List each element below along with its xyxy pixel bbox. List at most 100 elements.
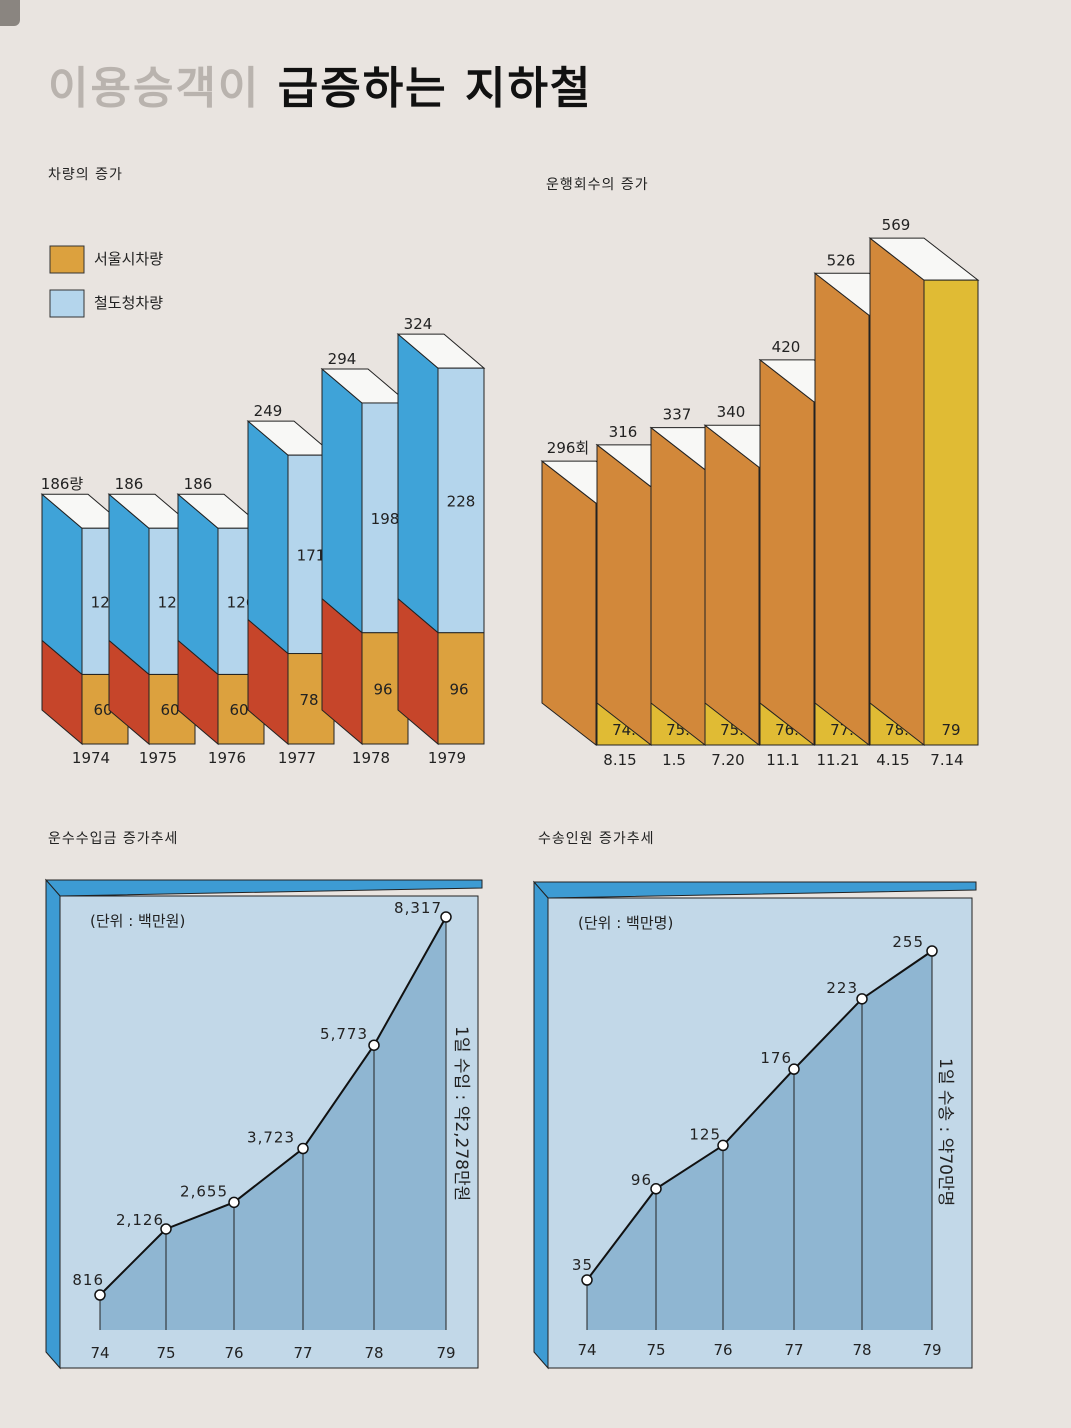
data-value-label: 5,773 <box>320 1025 368 1043</box>
seoul-value-label: 60 <box>229 701 248 719</box>
bar-front-seoul <box>437 632 485 745</box>
trip-value-label: 569 <box>882 216 911 234</box>
area-fill <box>100 917 446 1330</box>
data-value-label: 35 <box>572 1256 593 1274</box>
x-tick-label: 75 <box>156 1344 175 1362</box>
data-point <box>160 1223 172 1235</box>
area-fill <box>587 951 932 1330</box>
total-value-label: 186 <box>115 475 144 493</box>
trend-line <box>586 950 933 1281</box>
data-point <box>368 1039 380 1051</box>
date-tick-day: 11.1 <box>766 751 799 769</box>
year-tick-label: 1974 <box>72 749 110 767</box>
date-tick-year: 79 <box>941 721 960 739</box>
x-tick-label: 77 <box>784 1341 803 1359</box>
data-point <box>228 1196 240 1209</box>
data-point <box>581 1274 593 1286</box>
page-title: 이용승객이 급증하는 지하철 <box>48 52 592 116</box>
daily-note: 1일 수송 : 약70만명 <box>935 1058 955 1206</box>
x-tick-label: 78 <box>364 1344 383 1362</box>
x-tick-label: 74 <box>90 1344 109 1362</box>
x-tick-label: 74 <box>577 1341 596 1359</box>
bar-front-rail <box>437 367 485 634</box>
legend-swatch-rail <box>49 289 85 318</box>
data-point <box>440 911 452 923</box>
trip-value-label: 316 <box>609 423 638 441</box>
unit-label: (단위 : 백만원) <box>90 912 185 930</box>
date-tick-day: 4.15 <box>876 751 909 769</box>
data-point <box>926 945 938 957</box>
data-value-label: 2,655 <box>180 1182 228 1200</box>
data-value-label: 816 <box>72 1271 104 1289</box>
data-value-label: 223 <box>826 979 858 997</box>
data-point <box>788 1063 800 1075</box>
legend-label-rail: 철도청차량 <box>94 294 163 312</box>
rail-value-label: 198 <box>371 510 400 528</box>
year-tick-label: 1978 <box>352 749 390 767</box>
date-tick-day: 8.15 <box>603 751 636 769</box>
trip-value-label: 526 <box>827 251 856 269</box>
legend-swatch-seoul <box>49 245 85 274</box>
daily-note: 1일 수입 : 약2,278만원 <box>451 1026 471 1201</box>
data-value-label: 176 <box>760 1049 792 1067</box>
panel-top-edge <box>532 881 977 899</box>
data-value-label: 255 <box>892 933 924 951</box>
legend-label-seoul: 서울시차량 <box>94 250 163 268</box>
data-point <box>717 1139 729 1152</box>
rail-value-label: 171 <box>297 546 326 564</box>
data-value-label: 8,317 <box>394 899 442 917</box>
rail-value-label: 228 <box>447 492 476 510</box>
seoul-value-label: 96 <box>449 680 468 698</box>
data-point <box>856 993 868 1005</box>
trip-value-label: 296회 <box>547 439 589 457</box>
x-tick-label: 76 <box>713 1341 732 1359</box>
title-part2: 급증하는 지하철 <box>277 63 593 114</box>
trend-line <box>99 916 447 1296</box>
trip-value-label: 340 <box>717 403 746 421</box>
unit-label: (단위 : 백만명) <box>578 914 673 932</box>
chart1-title: 차량의 증가 <box>48 167 123 183</box>
year-tick-label: 1976 <box>208 749 246 767</box>
corner-mark <box>0 0 20 26</box>
total-value-label: 186 <box>184 475 213 493</box>
x-tick-label: 78 <box>852 1341 871 1359</box>
year-tick-label: 1977 <box>278 749 316 767</box>
total-value-label: 186량 <box>41 475 84 493</box>
seoul-value-label: 60 <box>93 701 112 719</box>
chart2-title: 운행회수의 증가 <box>546 177 649 193</box>
bar-front <box>923 279 979 746</box>
total-value-label: 249 <box>254 402 283 420</box>
year-tick-label: 1975 <box>139 749 177 767</box>
data-point <box>650 1183 662 1195</box>
chart3-title: 운수수입금 증가추세 <box>48 831 179 847</box>
x-tick-label: 75 <box>646 1341 665 1359</box>
date-tick-day: 1.5 <box>662 751 686 769</box>
seoul-value-label: 78 <box>299 691 318 709</box>
chart4-title: 수송인원 증가추세 <box>538 831 655 847</box>
seoul-value-label: 96 <box>373 680 392 698</box>
seoul-value-label: 60 <box>160 701 179 719</box>
total-value-label: 294 <box>328 350 357 368</box>
data-point <box>94 1289 106 1301</box>
total-value-label: 324 <box>404 315 433 333</box>
data-value-label: 96 <box>631 1171 652 1189</box>
data-value-label: 3,723 <box>247 1129 295 1147</box>
data-value-label: 125 <box>689 1125 721 1143</box>
date-tick-day: 7.14 <box>930 751 963 769</box>
data-point <box>297 1142 309 1155</box>
trip-value-label: 420 <box>772 338 801 356</box>
x-tick-label: 79 <box>922 1341 941 1359</box>
panel-left-edge <box>533 880 549 1370</box>
x-tick-label: 79 <box>436 1344 455 1362</box>
year-tick-label: 1979 <box>428 749 466 767</box>
x-tick-label: 77 <box>293 1344 312 1362</box>
data-value-label: 2,126 <box>116 1211 164 1229</box>
date-tick-day: 11.21 <box>817 751 860 769</box>
title-part1: 이용승객이 <box>48 63 261 114</box>
trip-value-label: 337 <box>663 406 692 424</box>
